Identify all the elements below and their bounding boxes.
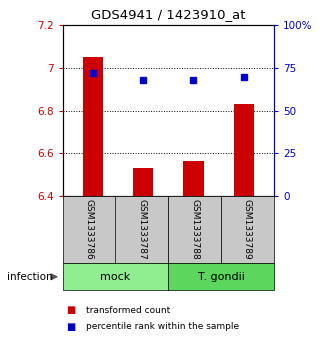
Text: ■: ■ [66, 322, 75, 332]
Bar [234, 104, 254, 196]
Text: mock: mock [100, 272, 131, 282]
Bar [183, 161, 204, 196]
Text: infection: infection [7, 272, 52, 282]
Text: GSM1333786: GSM1333786 [84, 199, 94, 260]
Bar [133, 168, 153, 196]
Text: GSM1333788: GSM1333788 [190, 199, 199, 260]
Text: percentile rank within the sample: percentile rank within the sample [86, 322, 239, 331]
Title: GDS4941 / 1423910_at: GDS4941 / 1423910_at [91, 8, 246, 21]
Bar [83, 57, 103, 196]
Text: transformed count: transformed count [86, 306, 170, 315]
Text: T. gondii: T. gondii [198, 272, 245, 282]
Text: GSM1333789: GSM1333789 [243, 199, 252, 260]
Text: GSM1333787: GSM1333787 [137, 199, 147, 260]
Text: ■: ■ [66, 305, 75, 315]
